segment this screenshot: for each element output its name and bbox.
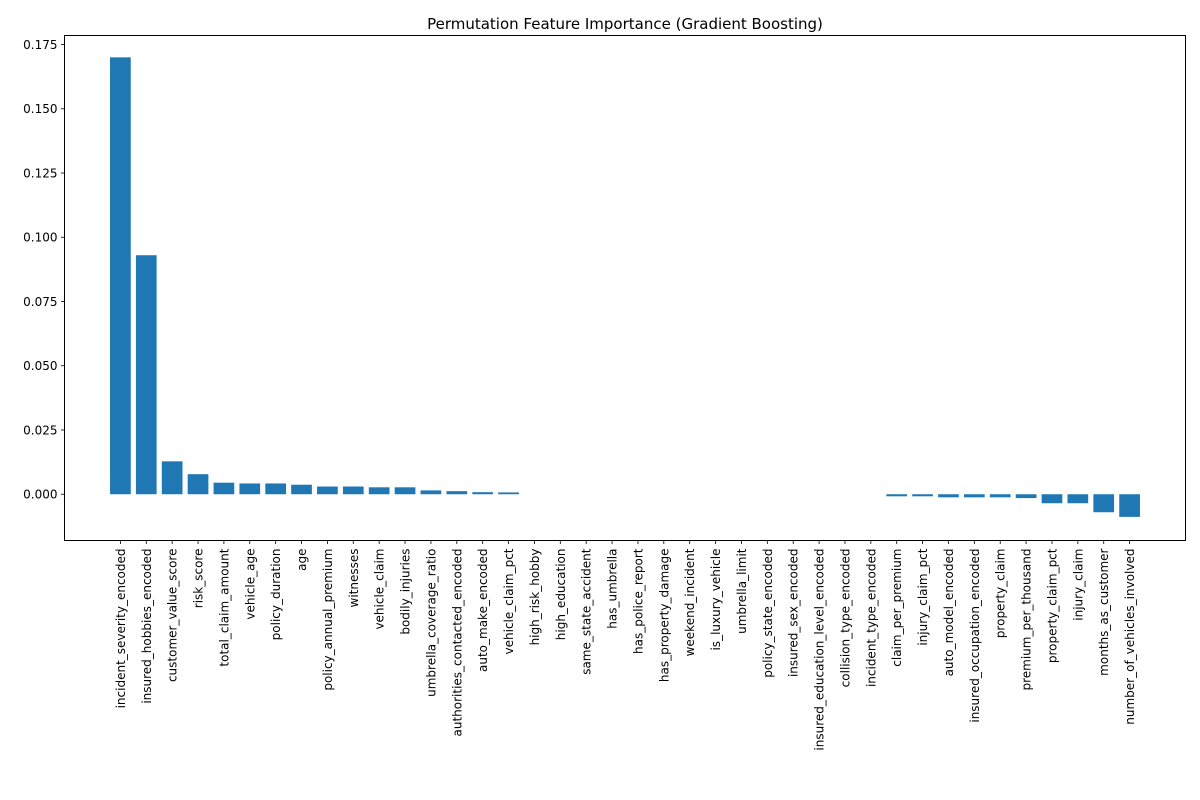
bar-insured_hobbies_encoded [135, 255, 157, 495]
y-tick-label: 0.100 [23, 231, 57, 245]
x-tick-label: is_luxury_vehicle [709, 549, 723, 651]
x-tick-label: number_of_vehicles_involved [1123, 549, 1137, 725]
x-tick-label: risk_score [192, 549, 206, 609]
bar-umbrella_coverage_ratio [420, 490, 442, 495]
x-tick-label: insured_education_level_encoded [813, 548, 827, 750]
y-tick-label: 0.150 [23, 102, 57, 116]
bar-property_claim_pct [1041, 494, 1063, 504]
x-tick-label: claim_per_premium [890, 549, 904, 667]
bar-risk_score [187, 474, 209, 495]
y-tick-label: 0.025 [23, 423, 57, 437]
bar-months_as_customer [1093, 494, 1115, 513]
x-tick-label: months_as_customer [1097, 548, 1111, 675]
x-tick-label: auto_make_encoded [476, 549, 490, 673]
bar-vehicle_claim [368, 487, 390, 495]
x-tick-label: vehicle_claim [373, 549, 387, 630]
chart-title: Permutation Feature Importance (Gradient… [427, 15, 823, 33]
x-tick-label: property_claim [994, 548, 1008, 638]
bars-layer [110, 57, 1140, 517]
x-tick-label: witnesses [347, 549, 361, 608]
bar-witnesses [342, 486, 364, 495]
bar-insured_occupation_encoded [963, 494, 985, 498]
bar-claim_per_premium [886, 494, 908, 497]
x-tick-label: injury_claim [1071, 549, 1085, 621]
y-tick-label: 0.125 [23, 166, 57, 180]
bar-injury_claim [1067, 494, 1089, 504]
bar-auto_model_encoded [938, 494, 959, 498]
x-tick-label: vehicle_claim_pct [502, 548, 516, 654]
x-tick-label: premium_per_thousand [1020, 549, 1034, 691]
x-tick-label: authorities_contacted_encoded [450, 549, 464, 737]
bar-total_claim_amount [213, 482, 235, 495]
x-tick-label: vehicle_age [243, 549, 257, 620]
x-tick-label: weekend_incident [683, 548, 697, 656]
bar-policy_duration [265, 483, 287, 495]
bar-premium_per_thousand [1015, 494, 1037, 499]
bar-customer_value_score [161, 461, 183, 495]
x-tick-label: age [295, 549, 309, 571]
x-tick-label: policy_annual_premium [321, 549, 335, 691]
x-tick-label: collision_type_encoded [838, 549, 852, 688]
x-tick-label: insured_hobbies_encoded [140, 549, 154, 704]
x-tick-label: same_state_accident [580, 548, 594, 675]
x-axis: incident_severity_encoded insured_hobbies… [114, 540, 1137, 751]
x-tick-label: auto_model_encoded [942, 548, 956, 676]
x-tick-label: has_police_report [631, 548, 645, 654]
x-tick-label: total_claim_amount [217, 548, 231, 666]
y-tick-label: 0.075 [23, 295, 57, 309]
bar-bodily_injuries [394, 487, 416, 495]
bar-property_claim [989, 494, 1011, 498]
x-tick-label: high_education [554, 549, 568, 641]
x-tick-label: umbrella_coverage_ratio [424, 549, 438, 697]
x-tick-label: incident_type_encoded [864, 549, 878, 688]
x-tick-label: policy_duration [269, 549, 283, 641]
x-tick-label: incident_severity_encoded [114, 549, 128, 709]
bar-authorities_contacted_encoded [446, 491, 468, 495]
y-tick-label: 0.050 [23, 359, 57, 373]
plot-frame [64, 35, 1186, 541]
x-tick-label: bodily_injuries [399, 549, 413, 635]
x-tick-label: has_property_damage [657, 549, 671, 683]
x-tick-label: umbrella_limit [735, 548, 749, 634]
x-tick-label: injury_claim_pct [916, 548, 930, 645]
bar-incident_severity_encoded [110, 57, 131, 495]
y-axis: 0.000 0.025 0.050 0.075 0.100 0.125 0.150 0.175 [23, 38, 65, 502]
x-tick-label: insured_occupation_encoded [968, 548, 982, 722]
bar-vehicle_age [239, 483, 261, 495]
bar-vehicle_claim_pct [498, 492, 519, 495]
bar-number_of_vehicles_involved [1119, 494, 1140, 517]
y-tick-label: 0.175 [23, 38, 57, 52]
x-tick-label: high_risk_hobby [528, 549, 542, 646]
y-tick-label: 0.000 [23, 488, 57, 502]
bar-policy_annual_premium [317, 486, 338, 495]
x-tick-label: policy_state_encoded [761, 549, 775, 678]
x-tick-label: customer_value_score [166, 549, 180, 683]
bar-age [291, 484, 312, 495]
x-tick-label: insured_sex_encoded [787, 549, 801, 678]
x-tick-label: has_umbrella [606, 549, 620, 629]
bar-injury_claim_pct [912, 494, 933, 497]
bar-auto_make_encoded [472, 492, 494, 495]
x-tick-label: property_claim_pct [1045, 548, 1059, 663]
